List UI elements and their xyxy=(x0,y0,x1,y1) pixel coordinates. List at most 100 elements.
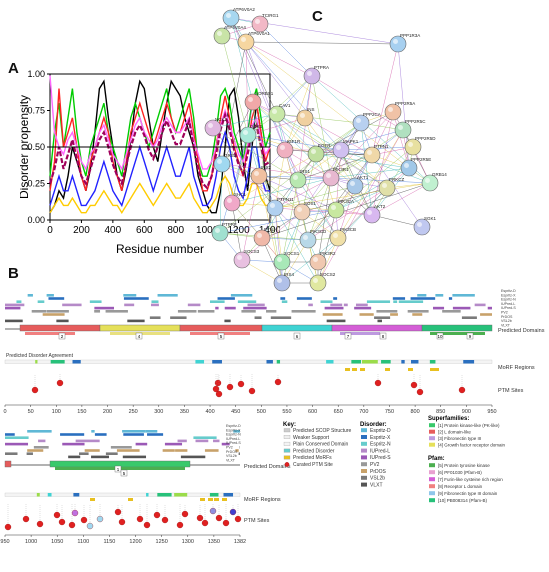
network-node[interactable]: DOK1 xyxy=(239,124,263,144)
ptm-site xyxy=(153,511,161,519)
disorder-segment xyxy=(326,319,346,323)
network-node[interactable]: ATP6V0A2 xyxy=(222,7,255,27)
panel-label-a: A xyxy=(8,60,19,77)
network-node[interactable]: PPP2R5D xyxy=(404,136,436,156)
x-axis-label: Residue number xyxy=(116,242,204,256)
agreement-segment xyxy=(326,360,334,364)
network-node[interactable]: IRS2 xyxy=(250,165,272,185)
network-edge xyxy=(221,41,247,165)
network-node[interactable]: IGF1R xyxy=(276,139,301,159)
network-node[interactable]: SOS1 xyxy=(293,201,317,221)
disorder-segment xyxy=(27,294,33,297)
network-node[interactable]: PTPN11 xyxy=(266,197,294,217)
network-node[interactable]: EGFR xyxy=(307,143,331,163)
network-node[interactable]: PIK3R1 xyxy=(322,167,349,187)
network-edge xyxy=(219,163,223,234)
network-edge xyxy=(337,187,388,239)
network-edge xyxy=(252,101,317,155)
top-predictor-legend: Espritz-DEspritz-XEspritz-NIUPred-LIUPre… xyxy=(501,289,516,327)
network-edge xyxy=(307,149,342,241)
ptm-site xyxy=(222,519,230,527)
network-edge xyxy=(231,202,243,261)
y-tick-label: 0.00 xyxy=(27,215,45,225)
network-edge xyxy=(241,211,303,261)
network-node[interactable]: ATP6V0A4 xyxy=(213,25,246,45)
network-edge xyxy=(231,101,254,204)
node-label: PPP2CA xyxy=(363,112,381,117)
agreement-label: Predicted Disorder Agreement xyxy=(6,353,74,359)
bottom-morf-marks xyxy=(90,498,227,501)
network-node[interactable]: FYN xyxy=(253,227,273,247)
network-node[interactable]: SGK1 xyxy=(413,216,437,236)
morf-mark xyxy=(128,498,133,501)
network-node[interactable]: IRS1 xyxy=(289,169,311,189)
network-edge xyxy=(221,101,254,165)
pfam-swatch xyxy=(429,491,435,496)
pfam-swatch xyxy=(429,463,435,468)
network-node[interactable]: PPP2R5C xyxy=(394,119,426,139)
disorder-segment xyxy=(461,316,477,319)
node-label: GRB14 xyxy=(432,172,447,177)
disorder-swatch xyxy=(361,462,367,467)
network-node[interactable]: SOCS1 xyxy=(273,251,300,271)
network-node[interactable]: SOCS2 xyxy=(309,272,336,292)
network-node[interactable]: NCK2 xyxy=(204,117,228,137)
disorder-segment xyxy=(170,316,187,319)
node-label: IRS1 xyxy=(300,169,311,174)
disorder-segment xyxy=(175,449,188,452)
network-node[interactable]: TCIRG1 xyxy=(251,13,279,33)
network-node[interactable]: CAV1 xyxy=(268,103,291,123)
network-node[interactable]: GRB2 xyxy=(213,153,237,173)
network-node[interactable]: PPP2R5A xyxy=(384,101,415,121)
network-node[interactable]: SHC1 xyxy=(223,192,247,212)
network-node[interactable]: PTPRF xyxy=(211,222,237,242)
disorder-segment xyxy=(94,310,101,313)
network-edge xyxy=(261,182,431,239)
disorder-swatch xyxy=(361,475,367,480)
network-node[interactable]: IRS4 xyxy=(273,272,295,292)
network-node[interactable]: PIK3R2 xyxy=(309,251,336,271)
network-node[interactable]: AKT2 xyxy=(363,204,386,224)
network-node[interactable]: PIK3CD xyxy=(299,229,327,249)
node-label: ATP6V0A4 xyxy=(224,25,246,30)
network-node[interactable]: PTPRA xyxy=(303,65,329,85)
network-node[interactable]: PRKCZ xyxy=(378,177,405,197)
network-node[interactable]: GRB14 xyxy=(421,172,447,192)
residue-tick: 1250 xyxy=(156,539,168,545)
node-label: PTPN1 xyxy=(374,144,389,149)
disorder-segment xyxy=(157,294,178,297)
network-node[interactable]: SOCS3 xyxy=(233,249,260,269)
ptm-site xyxy=(143,521,151,529)
network-node[interactable]: PIK3CA xyxy=(327,199,354,219)
network-edge xyxy=(281,211,303,284)
node-label: SGK1 xyxy=(424,216,437,221)
network-node[interactable]: PTPN1 xyxy=(363,144,389,164)
residue-tick: 1000 xyxy=(25,539,37,545)
network-node[interactable]: ATP6V0A1 xyxy=(237,31,270,51)
domain-number: 2 xyxy=(61,334,64,339)
network-edge xyxy=(212,113,278,129)
network-node[interactable]: MAPK1 xyxy=(332,139,359,159)
network-node[interactable]: PPP2R5E xyxy=(400,157,431,177)
domain-bar xyxy=(99,324,181,332)
x-tick-labels: 0 200 400 600 800 1000 1200 1400 xyxy=(47,220,280,236)
network-node[interactable]: PPP2CA xyxy=(352,112,381,132)
ptm-site xyxy=(181,510,189,518)
disorder-swatch xyxy=(361,428,367,433)
network-edge xyxy=(315,153,356,187)
morf-mark xyxy=(214,498,219,501)
node-label: GRB2 xyxy=(224,153,237,158)
network-edge xyxy=(259,23,313,77)
network-node[interactable]: SORBS1 xyxy=(244,91,274,111)
disorder-segment xyxy=(247,303,265,307)
top-agreement-bar xyxy=(4,359,493,364)
network-node[interactable]: INS xyxy=(296,107,315,127)
network-node[interactable]: PIK3CB xyxy=(329,227,356,247)
network-node[interactable]: PPP1R3A xyxy=(389,33,420,53)
network-node[interactable]: AKT1 xyxy=(346,175,369,195)
network-edge xyxy=(219,134,249,234)
agreement-segment xyxy=(223,493,234,497)
disorder-item: Espritz-N xyxy=(370,442,391,448)
disorder-swatch xyxy=(361,435,367,439)
